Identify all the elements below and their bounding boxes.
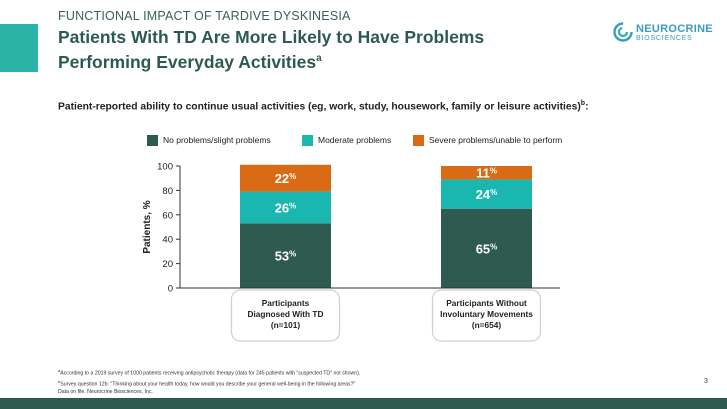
legend-label-moderate: Moderate problems [318,135,392,145]
title-footnote-marker: a [316,53,322,64]
slide-title: Patients With TD Are More Likely to Have… [58,27,538,73]
y-tick-label-100: 100 [157,162,173,173]
legend-swatch-no-problems [147,135,158,146]
page-number: 3 [704,378,708,385]
bar-segment-0-2 [240,164,331,192]
survey-question-text: Patient-reported ability to continue usu… [58,101,581,113]
question-footnote-marker: b [580,100,586,107]
footer-bar [0,398,727,409]
company-logo: NEUROCRINE BIOSCIENCES [613,20,723,48]
title-accent-bar [0,24,38,72]
neurocrine-logo-icon [613,22,633,42]
legend-swatch-moderate [302,135,313,146]
legend-label-severe: Severe problems/unable to perform [429,135,563,145]
bar-segment-0-1 [240,191,331,224]
category-label-1-0: Participants Without [446,298,527,308]
category-label-0-1: Diagnosed With TD [248,309,324,319]
bar-segment-1-1 [441,179,532,209]
category-label-0-0: Participants [262,298,310,308]
survey-question: Patient-reported ability to continue usu… [58,100,589,112]
y-tick-label-80: 80 [162,186,173,197]
category-label-1-1: Involuntary Movements [440,309,533,319]
category-box-1 [431,289,542,342]
title-line-1: Patients With TD Are More Likely to Have… [58,27,485,47]
y-axis-label: Patients, % [142,200,153,253]
title-line-2: Performing Everyday Activities [58,51,317,72]
category-box-0 [230,289,341,342]
slide-supertitle: FUNCTIONAL IMPACT OF TARDIVE DYSKINESIA [58,9,351,23]
category-label-0-2: (n=101) [271,320,301,330]
question-suffix: : [585,101,589,113]
logo-subtitle: BIOSCIENCES [636,35,693,42]
legend-label-no-problems: No problems/slight problems [163,135,271,145]
logo-name: NEUROCRINE [636,23,713,35]
footnote-a: aAccording to a 2019 survey of 1000 pati… [58,368,361,377]
y-tick-label-40: 40 [162,235,173,246]
category-label-1-2: (n=654) [472,320,502,330]
y-tick-label-0: 0 [168,284,173,295]
footnotes: aAccording to a 2019 survey of 1000 pati… [58,367,360,396]
bar-segment-0-0 [240,223,331,288]
y-tick-label-60: 60 [162,210,173,221]
bar-segment-1-0 [441,208,532,288]
footnote-b: bSurvey question 12b: "Thinking about yo… [58,378,356,388]
bar-segment-1-2 [441,166,532,180]
y-tick-label-20: 20 [162,259,173,270]
legend-swatch-severe [413,135,424,146]
footnote-source: Data on file. Neurocrine Biosciences, In… [58,389,153,396]
